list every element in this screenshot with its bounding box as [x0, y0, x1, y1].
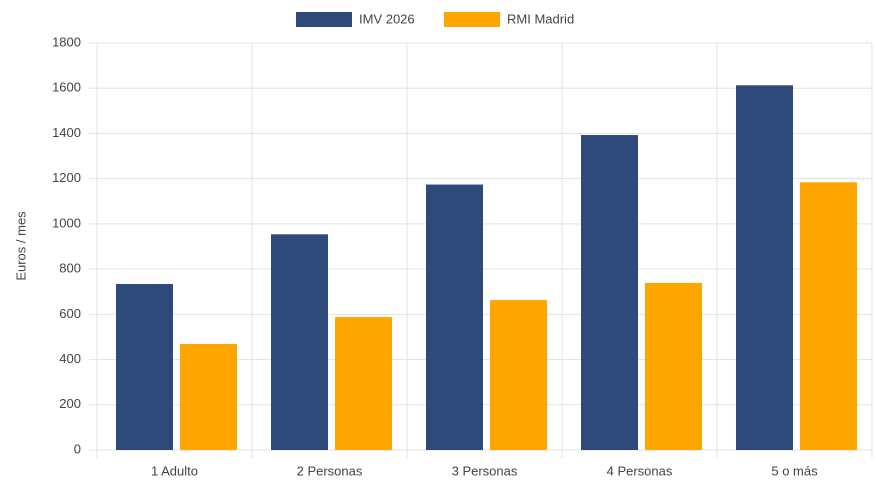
x-tick-label: 5 o más [771, 463, 818, 478]
bar [116, 284, 173, 450]
y-tick-label: 800 [59, 261, 81, 276]
y-tick-label: 200 [59, 396, 81, 411]
bar [800, 182, 857, 451]
legend-label: RMI Madrid [507, 11, 574, 26]
x-tick-label: 3 Personas [452, 463, 518, 478]
bar [335, 317, 392, 450]
x-tick-label: 1 Adulto [151, 463, 198, 478]
y-tick-label: 1000 [52, 215, 81, 230]
legend-swatch [444, 12, 500, 27]
x-tick-label: 4 Personas [607, 463, 673, 478]
legend-swatch [296, 12, 352, 27]
y-tick-label: 1800 [52, 34, 81, 49]
y-tick-label: 0 [74, 441, 81, 456]
x-tick-label: 2 Personas [297, 463, 363, 478]
y-tick-label: 400 [59, 351, 81, 366]
y-axis-label: Euros / mes [13, 211, 28, 281]
y-tick-label: 1400 [52, 125, 81, 140]
y-tick-label: 1600 [52, 80, 81, 95]
y-tick-label: 1200 [52, 170, 81, 185]
bar [490, 300, 547, 450]
bar [180, 343, 237, 450]
legend-label: IMV 2026 [359, 11, 415, 26]
bar [271, 234, 328, 450]
bar [426, 184, 483, 450]
y-tick-label: 600 [59, 306, 81, 321]
bar [645, 282, 702, 450]
bar [736, 85, 793, 450]
bar [581, 135, 638, 450]
